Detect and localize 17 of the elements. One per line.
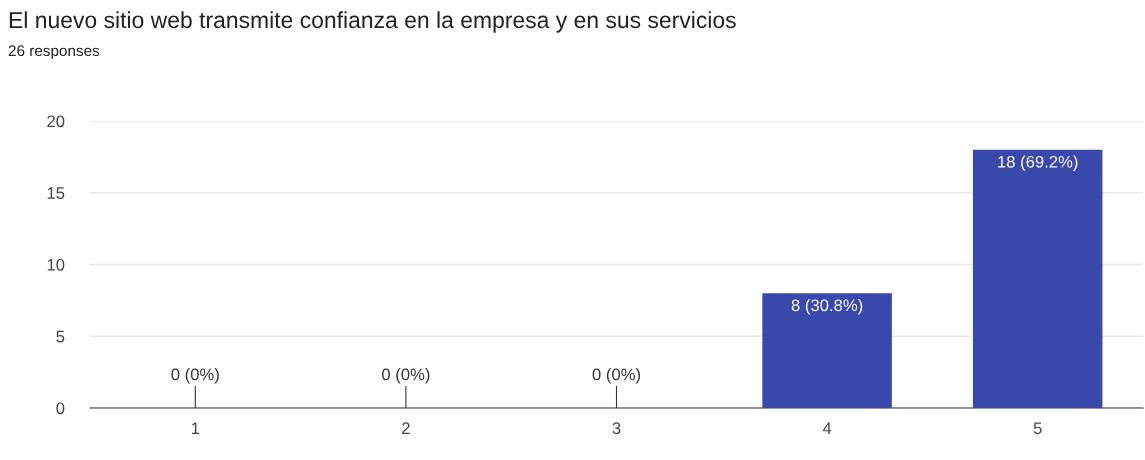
x-tick-label: 1 bbox=[191, 422, 200, 434]
x-tick-label: 3 bbox=[612, 422, 621, 435]
x-tick-label: 2 bbox=[402, 422, 410, 434]
y-tick-label: 15 bbox=[47, 187, 65, 199]
x-tick-label: 4 bbox=[822, 422, 832, 434]
data-label: 18 (69.2%) bbox=[998, 155, 1078, 171]
y-tick-label: 10 bbox=[47, 258, 65, 271]
data-label: 0 (0%) bbox=[171, 368, 219, 384]
x-tick-label: 5 bbox=[1033, 422, 1042, 435]
data-label: 0 (0%) bbox=[382, 368, 430, 384]
chart-title: El nuevo sitio web transmite confianza en la empresa y en sus servicios bbox=[9, 11, 736, 33]
data-label: 0 (0%) bbox=[592, 368, 641, 384]
y-tick-label: 5 bbox=[56, 330, 65, 343]
chart-subtitle: 26 responses bbox=[8, 45, 100, 60]
y-tick-label: 20 bbox=[47, 115, 65, 128]
y-tick-label: 0 bbox=[56, 402, 65, 415]
data-label: 8 (30.8%) bbox=[791, 298, 863, 315]
